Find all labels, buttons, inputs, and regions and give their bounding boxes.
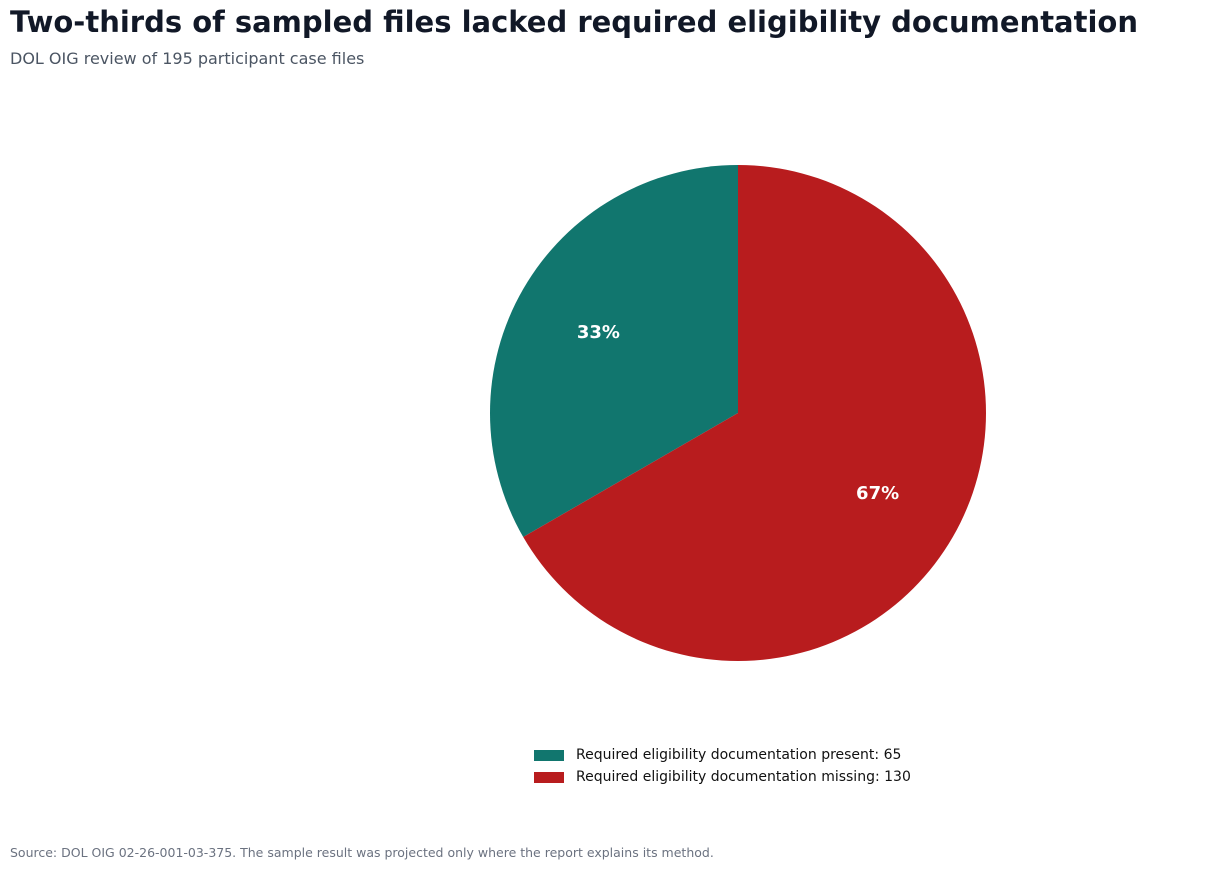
- legend-item-2: Required eligibility documentation missi…: [534, 766, 911, 788]
- pie-slice-2: [523, 165, 986, 661]
- legend-label-1: Required eligibility documentation prese…: [576, 747, 902, 763]
- chart-title: Two-thirds of sampled files lacked requi…: [10, 5, 1138, 39]
- chart-legend: Required eligibility documentation prese…: [534, 744, 911, 788]
- pie-slice-label-1: 33%: [577, 322, 620, 343]
- chart-subtitle: DOL OIG review of 195 participant case f…: [10, 49, 365, 68]
- legend-swatch-1: [534, 749, 564, 761]
- pie-slice-1: [490, 165, 738, 537]
- legend-label-2: Required eligibility documentation missi…: [576, 769, 911, 785]
- legend-item-1: Required eligibility documentation prese…: [534, 744, 911, 766]
- legend-swatch-2: [534, 771, 564, 783]
- source-note: Source: DOL OIG 02-26-001-03-375. The sa…: [10, 845, 714, 860]
- pie-slice-label-2: 67%: [856, 483, 899, 504]
